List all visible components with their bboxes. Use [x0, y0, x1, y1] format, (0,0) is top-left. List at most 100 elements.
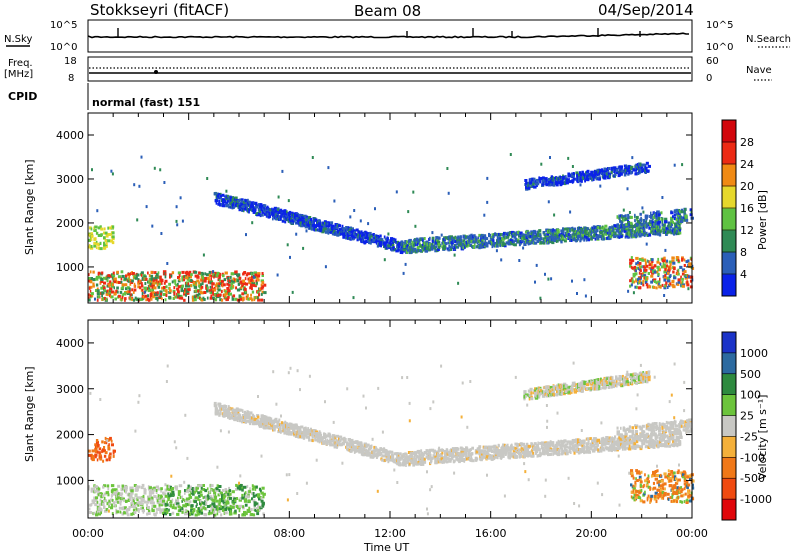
data-cell [176, 223, 178, 226]
data-cell [106, 242, 108, 245]
data-cell [500, 258, 502, 261]
data-cell [185, 503, 187, 506]
data-cell [484, 234, 487, 237]
data-cell [159, 168, 161, 171]
data-cell [585, 233, 587, 236]
data-cell [675, 477, 678, 480]
data-cell [632, 267, 634, 270]
data-cell [621, 221, 623, 224]
data-cell [110, 287, 112, 290]
data-cell [663, 294, 665, 297]
data-cell [133, 183, 135, 186]
data-cell [210, 286, 212, 289]
data-cell [218, 288, 221, 291]
data-cell [104, 227, 106, 230]
data-cell [169, 276, 171, 279]
data-cell [163, 181, 165, 184]
data-cell [139, 280, 141, 283]
data-cell [105, 451, 108, 454]
data-cell [536, 264, 538, 267]
data-cell [277, 274, 279, 277]
data-cell [100, 454, 102, 457]
data-cell [104, 441, 106, 444]
data-cell [91, 292, 94, 295]
data-cell [112, 172, 114, 175]
data-cell [641, 206, 643, 209]
data-cell [634, 496, 636, 499]
data-cell [241, 292, 244, 295]
data-cell [309, 221, 311, 224]
data-cell [165, 275, 167, 278]
data-cell [636, 479, 639, 482]
data-cell [679, 232, 681, 235]
data-cell [147, 272, 149, 275]
data-cell [236, 497, 238, 500]
data-cell [172, 499, 174, 502]
data-cell [136, 274, 139, 277]
data-cell [353, 209, 355, 212]
data-cell [333, 200, 335, 203]
data-cell [183, 299, 186, 302]
data-cell [514, 243, 517, 246]
data-cell [454, 254, 456, 257]
data-cell [89, 511, 92, 514]
data-cell [253, 280, 255, 283]
data-cell [627, 290, 629, 293]
data-cell [457, 241, 459, 244]
data-cell [549, 156, 551, 159]
data-cell [191, 504, 194, 507]
data-cell [151, 271, 153, 274]
data-cell [679, 225, 681, 228]
data-cell [240, 280, 242, 283]
data-cell [630, 171, 633, 174]
data-cell [115, 290, 117, 293]
data-cell [644, 234, 646, 237]
data-cell [216, 487, 219, 490]
data-cell [647, 498, 649, 501]
data-cell [664, 487, 666, 490]
data-cell [431, 231, 433, 234]
data-cell [119, 507, 122, 510]
data-cell [146, 205, 148, 208]
data-cell [91, 245, 93, 248]
data-cell [629, 211, 631, 214]
data-cell [634, 484, 636, 487]
data-cell [97, 289, 100, 292]
data-cell [654, 265, 656, 268]
data-cell [636, 216, 639, 219]
data-cell [204, 489, 207, 492]
noise-sky-line [89, 33, 689, 37]
data-cell [254, 208, 256, 211]
data-cell [655, 478, 658, 481]
data-cell [207, 286, 209, 289]
data-cell [678, 479, 681, 482]
data-cell [611, 232, 613, 235]
data-cell [631, 283, 633, 286]
data-cell [633, 477, 635, 480]
data-cell [670, 263, 672, 266]
data-cell [178, 490, 181, 493]
data-cell [625, 214, 627, 217]
data-cell [113, 450, 116, 453]
data-cell [349, 215, 351, 218]
data-cell [231, 272, 235, 275]
data-cell [588, 238, 590, 241]
data-cell [281, 170, 283, 173]
data-cell [161, 287, 163, 290]
data-cell [548, 182, 550, 185]
data-cell [159, 276, 162, 279]
data-cell [609, 175, 611, 178]
data-cell [269, 215, 271, 218]
data-cell [132, 272, 135, 275]
beam-label: Beam 08 [354, 2, 421, 20]
data-cell [130, 293, 132, 296]
data-cell [124, 292, 126, 295]
data-cell [548, 200, 550, 203]
data-cell [107, 227, 109, 230]
data-cell [235, 286, 237, 289]
data-cell [485, 242, 487, 245]
data-cell [659, 234, 661, 237]
data-cell [241, 494, 243, 497]
cpid-value: normal (fast) 151 [92, 96, 200, 109]
